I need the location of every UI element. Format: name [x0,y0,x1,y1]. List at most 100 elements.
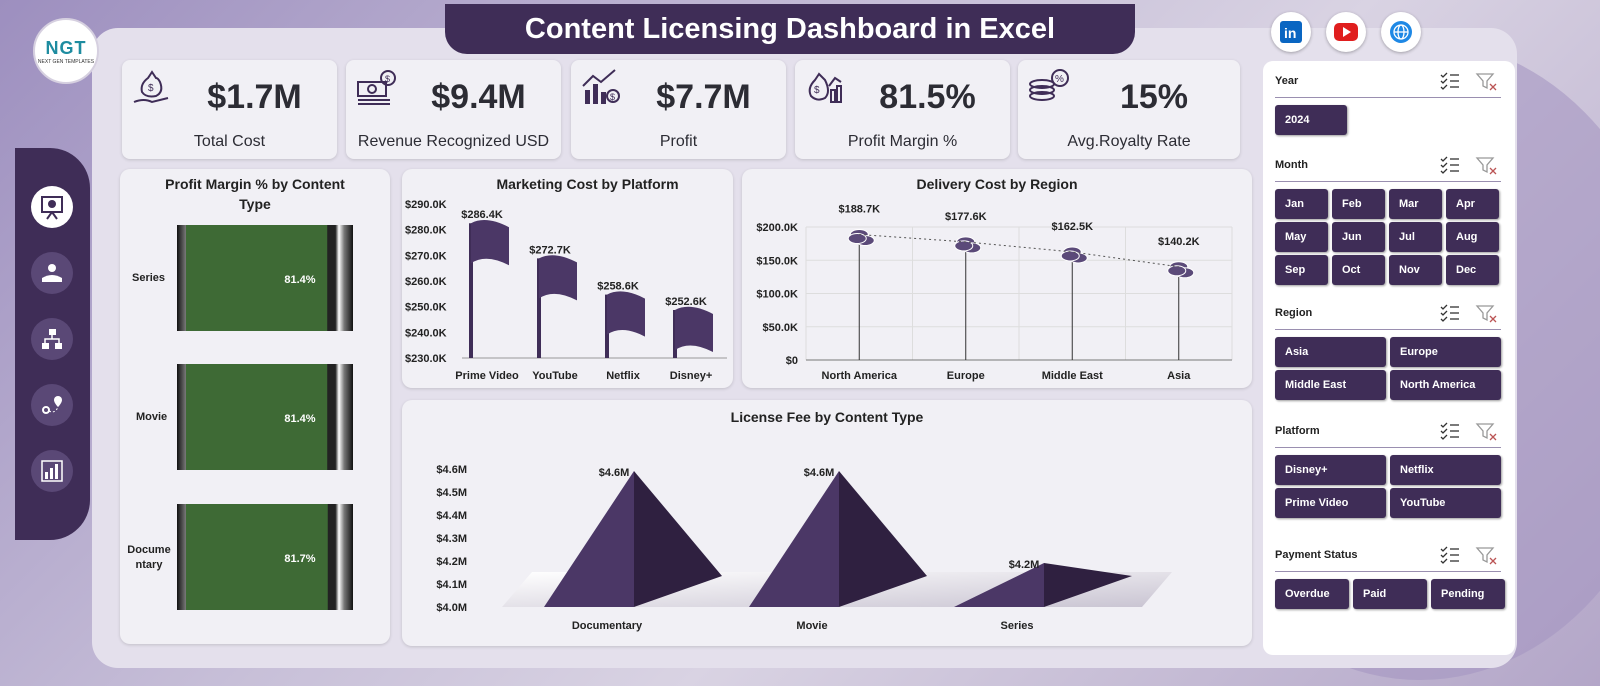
delivery-data-label: $140.2K [1158,236,1200,248]
youtube-button[interactable] [1326,12,1366,52]
marketing-category-label: YouTube [532,370,577,382]
multi-select-icon[interactable] [1440,72,1459,90]
page-title: Content Licensing Dashboard in Excel [445,4,1135,54]
pm-data-label: 81.7% [284,553,315,565]
growth-chart-icon: $ [582,69,620,104]
slicer-option-month[interactable]: Mar [1389,189,1442,219]
slicer-title-year: Year [1275,75,1299,87]
license-fee-chart: $4.6M $4.5M $4.4M $4.3M $4.2M $4.1M $4.0M $4.6M… [436,464,1172,632]
y-tick-label: $100.0K [756,289,798,301]
svg-text:$: $ [148,83,154,94]
multi-select-icon[interactable] [1440,546,1459,564]
delivery-cost-chart: $200.0K $150.0K $100.0K $50.0K $0 $188.7K Nort… [756,204,1233,382]
slicer-controls [1439,71,1501,96]
slicer-option-payment[interactable]: Paid [1353,579,1427,609]
clear-filter-icon[interactable] [1475,157,1497,175]
pm-data-label: 81.4% [284,274,315,286]
money-bag-chart-icon: $ [808,72,842,103]
multi-select-icon[interactable] [1440,422,1459,440]
kpi-total-cost: $ $1.7M Total Cost [122,60,337,159]
kpi-profit-margin: $ 81.5% Profit Margin % [795,60,1010,159]
sidebar-nav [15,148,90,540]
marketing-category-label: Disney+ [670,370,713,382]
kpi-label: Profit [659,133,698,150]
nav-presentation[interactable] [31,186,73,228]
category-label-part: Docume [127,544,171,556]
delivery-category-label: Europe [947,370,985,382]
category-label-movie: Movie [136,411,168,423]
slicer-option-month[interactable]: Oct [1332,255,1385,285]
license-category-label: Series [1000,620,1033,632]
profit-margin-card: Profit Margin % by Content Type 81.4% 81.… [120,169,390,644]
license-category-label: Documentary [572,620,643,632]
clear-filter-icon[interactable] [1475,305,1497,323]
nav-hierarchy[interactable] [31,318,73,360]
nav-bar-chart[interactable] [31,450,73,492]
slicer-option-platform[interactable]: Disney+ [1275,455,1386,485]
slicer-divider [1275,181,1501,182]
marketing-flag [675,306,713,352]
kpi-label: Avg.Royalty Rate [1067,133,1191,150]
marketing-flag [607,291,645,337]
slicer-option-platform[interactable]: YouTube [1390,488,1501,518]
svg-text:$: $ [610,92,615,102]
card-title: License Fee by Content Type [730,409,924,425]
y-tick-label: $4.6M [436,464,467,476]
multi-select-icon[interactable] [1440,156,1459,174]
slicer-option-region[interactable]: Europe [1390,337,1501,367]
marketing-cost-card: Marketing Cost by Platform $290.0K $280.0… [402,169,733,388]
nav-route[interactable] [31,384,73,426]
route-icon [42,396,62,414]
slicer-option-region[interactable]: North America [1390,370,1501,400]
nav-landscape[interactable] [31,252,73,294]
slicer-option-month[interactable]: May [1275,222,1328,252]
slicer-option-platform[interactable]: Prime Video [1275,488,1386,518]
slicer-option-month[interactable]: Aug [1446,222,1499,252]
y-tick-label: $4.0M [436,602,467,614]
category-label-series: Series [132,272,166,284]
marketing-data-label: $286.4K [461,209,503,221]
delivery-category-label: Asia [1167,370,1191,382]
kpi-value: $7.7M [656,78,751,116]
slicer-option-year[interactable]: 2024 [1275,105,1347,135]
svg-text:$: $ [814,85,820,96]
website-button[interactable] [1381,12,1421,52]
svg-text:in: in [1284,25,1296,41]
delivery-category-label: North America [822,370,898,382]
presentation-icon [41,196,63,220]
profit-margin-chart: 81.4% 81.4% 81.7% [177,225,353,610]
slicer-option-payment[interactable]: Pending [1431,579,1505,609]
marketing-data-label: $252.6K [665,296,707,308]
slicer-option-month[interactable]: Apr [1446,189,1499,219]
slicer-option-month[interactable]: Jan [1275,189,1328,219]
card-title: Delivery Cost by Region [916,176,1078,192]
slicer-option-region[interactable]: Asia [1275,337,1386,367]
pm-bar-fill [186,364,328,470]
clear-filter-icon[interactable] [1475,73,1497,91]
slicer-option-month[interactable]: Sep [1275,255,1328,285]
slicer-option-month[interactable]: Jul [1389,222,1442,252]
multi-select-icon[interactable] [1440,304,1459,322]
slicer-option-month[interactable]: Nov [1389,255,1442,285]
clear-filter-icon[interactable] [1475,423,1497,441]
logo-text: NGT [45,37,87,58]
y-tick-label: $230.0K [405,353,447,365]
slicer-option-month[interactable]: Feb [1332,189,1385,219]
slicer-option-month[interactable]: Jun [1332,222,1385,252]
category-label-part: ntary [135,559,163,571]
kpi-revenue: $ $9.4M Revenue Recognized USD [346,60,561,159]
linkedin-button[interactable]: in [1271,12,1311,52]
slicer-controls [1439,155,1501,180]
category-label-documentary: Docume ntary [124,543,174,573]
clear-filter-icon[interactable] [1475,547,1497,565]
slicer-option-month[interactable]: Dec [1446,255,1499,285]
y-tick-label: $150.0K [756,255,798,267]
coin-marker [1060,250,1080,262]
delivery-data-label: $162.5K [1051,221,1093,233]
coin-marker [954,240,974,252]
slicer-option-platform[interactable]: Netflix [1390,455,1501,485]
delivery-cost-card: Delivery Cost by Region $200.0K $150.0K $1… [742,169,1252,388]
pyramid-front [544,471,634,607]
slicer-option-region[interactable]: Middle East [1275,370,1386,400]
slicer-option-payment[interactable]: Overdue [1275,579,1349,609]
